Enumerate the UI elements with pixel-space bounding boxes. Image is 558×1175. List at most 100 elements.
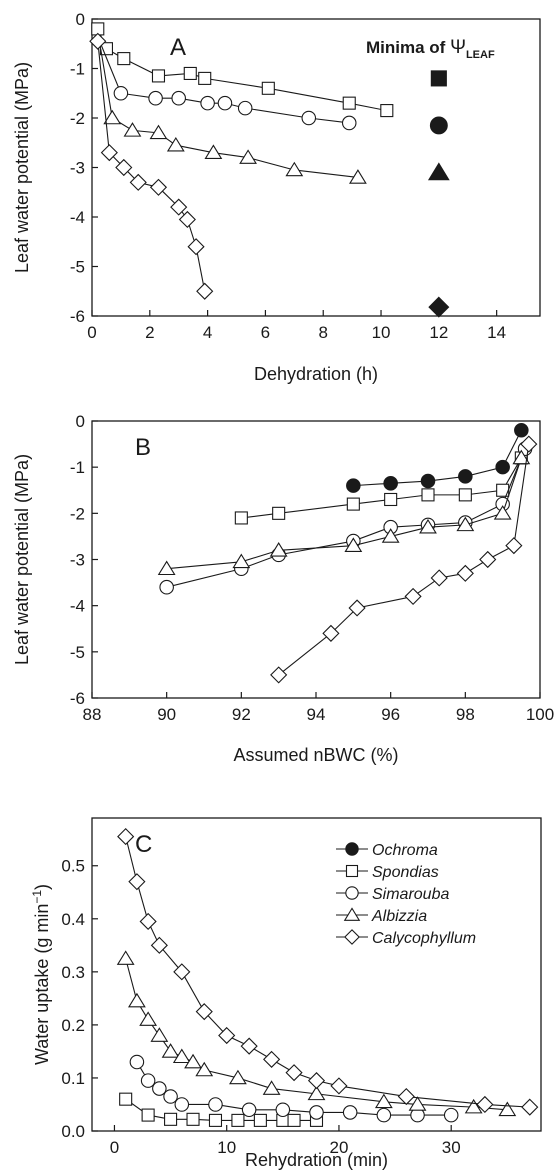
data-point <box>272 506 286 520</box>
data-point <box>139 912 157 931</box>
series-diamond-open <box>270 435 538 684</box>
data-point <box>148 90 163 106</box>
series-circle-filled <box>346 422 529 493</box>
y-tick-label: 0.5 <box>61 857 85 876</box>
x-axis-label: Dehydration (h) <box>254 364 378 384</box>
data-point <box>420 473 436 489</box>
y-tick-label: -1 <box>70 458 85 477</box>
data-point <box>150 1027 169 1042</box>
data-point <box>464 1098 483 1114</box>
data-point <box>229 1069 247 1085</box>
x-tick-label: 14 <box>487 323 506 342</box>
legend-item: Calycophyllum <box>336 929 476 947</box>
data-point <box>479 550 497 569</box>
data-point <box>520 435 538 453</box>
data-point <box>514 422 529 438</box>
y-tick-label: -2 <box>70 504 85 523</box>
data-point <box>149 124 168 140</box>
data-point <box>476 1095 494 1114</box>
y-tick-label: -5 <box>70 643 85 662</box>
y-tick-label: -4 <box>70 208 85 227</box>
x-tick-label: 30 <box>442 1138 461 1157</box>
data-point <box>421 488 435 502</box>
minima-markers <box>427 70 450 318</box>
data-point <box>129 173 147 191</box>
data-point <box>344 537 363 552</box>
data-point <box>307 1072 326 1090</box>
data-point <box>232 553 251 569</box>
data-point <box>204 144 223 159</box>
panel-letter: B <box>135 434 151 461</box>
x-axis-label: Rehydration (min) <box>245 1150 388 1170</box>
data-point <box>341 115 357 131</box>
data-point <box>129 1054 145 1070</box>
data-point <box>128 873 146 891</box>
data-point <box>270 666 288 684</box>
series-line <box>100 48 358 178</box>
panel-c: 0 10 20 30 0.0 0.1 0.2 0.3 0.4 0.5 Rehydration (mi… <box>30 817 542 1170</box>
y-tick-label: -2 <box>70 109 85 128</box>
y-tick-label: 0.0 <box>61 1122 85 1141</box>
minima-annotation: Minima of ΨLEAF <box>366 37 495 61</box>
x-tick-label: 6 <box>261 323 270 342</box>
legend-item: Ochroma <box>336 842 438 859</box>
data-point <box>172 1048 191 1064</box>
data-point <box>159 579 174 595</box>
legend-label: Calycophyllum <box>372 930 476 947</box>
data-point <box>117 827 135 846</box>
x-axis-label: Assumed nBWC (%) <box>233 745 398 765</box>
x-tick-label: 2 <box>145 323 154 342</box>
x-tick-label: 0 <box>110 1138 119 1157</box>
y-tick-label: 0.2 <box>61 1016 85 1035</box>
data-point <box>505 537 523 555</box>
legend-item: Simarouba <box>336 886 449 903</box>
data-point <box>217 95 233 111</box>
legend-marker <box>343 907 361 921</box>
x-tick-label: 90 <box>157 705 176 724</box>
x-tick-label: 100 <box>526 705 554 724</box>
data-point <box>456 564 474 582</box>
series-line <box>100 43 350 124</box>
y-axis-label: Water uptake (g min−1) <box>30 884 52 1065</box>
data-point <box>163 1089 178 1104</box>
legend-label: Ochroma <box>372 842 438 859</box>
data-point <box>380 104 394 118</box>
data-point <box>152 1081 167 1096</box>
y-tick-label: 0.1 <box>61 1069 85 1088</box>
data-point <box>342 96 356 110</box>
data-point <box>301 110 317 126</box>
x-tick-label: 94 <box>307 705 326 724</box>
data-point <box>381 528 400 543</box>
panel-b: 88 90 92 94 96 98 100 0 -1 -2 -3 -4 -5 -6 Assumed nBWC… <box>12 412 554 765</box>
data-point <box>157 560 176 576</box>
data-point <box>149 178 168 196</box>
data-point <box>123 122 142 137</box>
plot-frame <box>91 18 541 317</box>
legend-label: Albizzia <box>371 908 427 925</box>
x-tick-label: 8 <box>318 323 327 342</box>
minimum-marker <box>428 296 450 318</box>
x-tick-label: 12 <box>429 323 448 342</box>
data-point <box>384 492 398 507</box>
data-point <box>186 1112 200 1126</box>
x-tick-label: 10 <box>217 1138 236 1157</box>
data-point <box>178 210 196 229</box>
legend: Ochroma Spondias Simarouba Albizzia Calycoph… <box>336 842 476 947</box>
series-square-open <box>119 1092 324 1127</box>
data-point <box>171 90 186 106</box>
data-point <box>198 71 212 85</box>
data-point <box>127 992 146 1008</box>
data-point <box>208 1113 223 1127</box>
panel-a: 0 2 4 6 8 10 12 14 0 -1 -2 -3 -4 -5 -6 Dehydration (h) L… <box>12 10 541 384</box>
data-point <box>430 569 448 587</box>
data-point <box>498 1101 517 1117</box>
series-line <box>353 429 522 487</box>
data-point <box>183 66 197 80</box>
legend-item: Spondias <box>336 864 439 881</box>
y-axis-label: Leaf water potential (MPa) <box>12 62 32 273</box>
data-point <box>307 1085 326 1101</box>
data-point <box>383 476 398 491</box>
data-point <box>89 32 107 50</box>
series-line <box>166 448 526 588</box>
